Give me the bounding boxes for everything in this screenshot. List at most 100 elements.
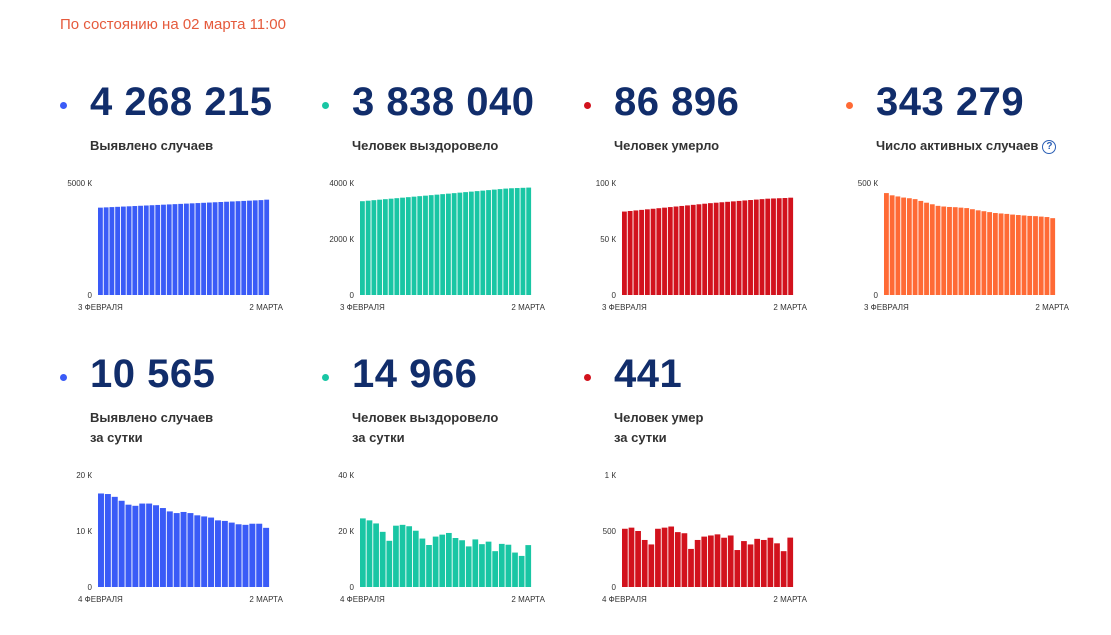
stat-value: 4 268 215	[90, 80, 273, 124]
y-tick-label: 20 К	[338, 527, 354, 536]
question-circle-icon[interactable]: ?	[1042, 139, 1057, 154]
x-start-label: 3 ФЕВРАЛЯ	[78, 303, 123, 312]
bar	[103, 207, 109, 295]
bar	[992, 213, 998, 295]
bar	[206, 202, 212, 295]
bar	[662, 207, 667, 295]
stat-card: 3 838 040 Человек выздоровело 4000 К 2000 К…	[322, 78, 552, 358]
bar	[377, 199, 383, 295]
bar	[622, 528, 628, 587]
x-start-label: 4 ФЕВРАЛЯ	[602, 595, 647, 604]
bar	[512, 552, 518, 587]
x-end-label: 2 МАРТА	[249, 595, 283, 604]
y-tick-label: 20 К	[76, 471, 92, 480]
bar	[520, 187, 526, 295]
mini-bar-chart: 5000 К 0 3 ФЕВРАЛЯ 2 МАРТА	[67, 179, 283, 312]
bar	[1050, 218, 1056, 295]
bar	[690, 204, 696, 295]
bar	[776, 198, 782, 295]
bar	[1010, 214, 1015, 295]
bar	[366, 520, 373, 587]
bar	[1004, 213, 1010, 295]
stat-label-line1: Человек умер	[614, 410, 704, 425]
bar	[685, 205, 690, 295]
series-dot	[846, 102, 853, 109]
bar	[187, 513, 194, 587]
bar	[256, 523, 263, 587]
bar	[411, 196, 417, 295]
bar	[194, 515, 201, 587]
stat-card: 343 279 Число активных случаев? 500 К 0 3 ФЕ…	[846, 78, 1076, 358]
bar	[406, 526, 413, 587]
bar	[787, 537, 794, 587]
bar	[884, 193, 889, 295]
bar	[118, 500, 125, 587]
stat-label: Человек выздоровело	[352, 136, 498, 156]
bar	[730, 201, 736, 295]
bar	[727, 535, 734, 587]
bar	[628, 527, 635, 587]
bar	[252, 200, 258, 295]
bar	[975, 210, 981, 295]
bar	[247, 200, 252, 295]
bar	[241, 200, 247, 295]
bar	[952, 207, 958, 295]
bar	[748, 200, 753, 295]
y-tick-label: 500	[603, 527, 617, 536]
bar	[514, 188, 520, 295]
bar	[714, 534, 721, 587]
x-end-label: 2 МАРТА	[511, 595, 545, 604]
as-of-date-text: По состоянию на 02 марта 11:00	[60, 16, 286, 33]
bar	[412, 530, 419, 587]
bar	[627, 211, 633, 295]
bar	[242, 524, 249, 587]
bar	[446, 532, 452, 587]
bar	[153, 505, 160, 587]
bar	[423, 195, 428, 295]
bar	[708, 535, 714, 587]
bar	[474, 191, 480, 295]
bar	[201, 202, 207, 295]
bar	[782, 198, 788, 295]
bar	[947, 206, 952, 295]
bar	[394, 198, 400, 295]
bar	[918, 200, 924, 295]
bar	[694, 539, 701, 587]
y-tick-label: 50 К	[600, 235, 616, 244]
y-tick-label: 10 К	[76, 527, 92, 536]
bar	[159, 508, 166, 587]
stat-label-line1: Выявлено случаев	[90, 138, 214, 153]
bar	[648, 544, 655, 587]
bar	[667, 207, 673, 295]
bar	[479, 544, 485, 587]
bar	[655, 528, 661, 587]
bar	[721, 537, 727, 587]
y-tick-label: 2000 К	[329, 235, 354, 244]
bar	[218, 202, 224, 295]
y-tick-label: 500 К	[858, 179, 879, 188]
bar	[109, 207, 115, 295]
bar	[1021, 215, 1027, 295]
series-dot	[584, 374, 591, 381]
series-dot	[584, 102, 591, 109]
bar	[981, 211, 987, 295]
stat-card: 441 Человек умер за сутки 1 К 500 0 4 ФЕВРАЛЯ 2…	[584, 350, 814, 630]
bar	[195, 203, 201, 295]
bar	[1015, 215, 1021, 295]
bar	[644, 209, 650, 295]
bar	[417, 196, 423, 295]
x-start-label: 3 ФЕВРАЛЯ	[864, 303, 909, 312]
bar	[679, 205, 685, 295]
bar	[622, 211, 627, 295]
bar	[149, 205, 155, 295]
stat-label-line2: за сутки	[352, 430, 405, 445]
bar	[457, 192, 463, 295]
mini-bar-chart: 100 К 50 К 0 3 ФЕВРАЛЯ 2 МАРТА	[596, 179, 808, 312]
bar	[166, 511, 173, 587]
bar	[774, 543, 780, 587]
stat-value: 441	[614, 352, 683, 396]
bar	[725, 201, 731, 295]
stat-label-line2: за сутки	[90, 430, 143, 445]
bar	[172, 204, 178, 295]
bar	[132, 206, 138, 295]
